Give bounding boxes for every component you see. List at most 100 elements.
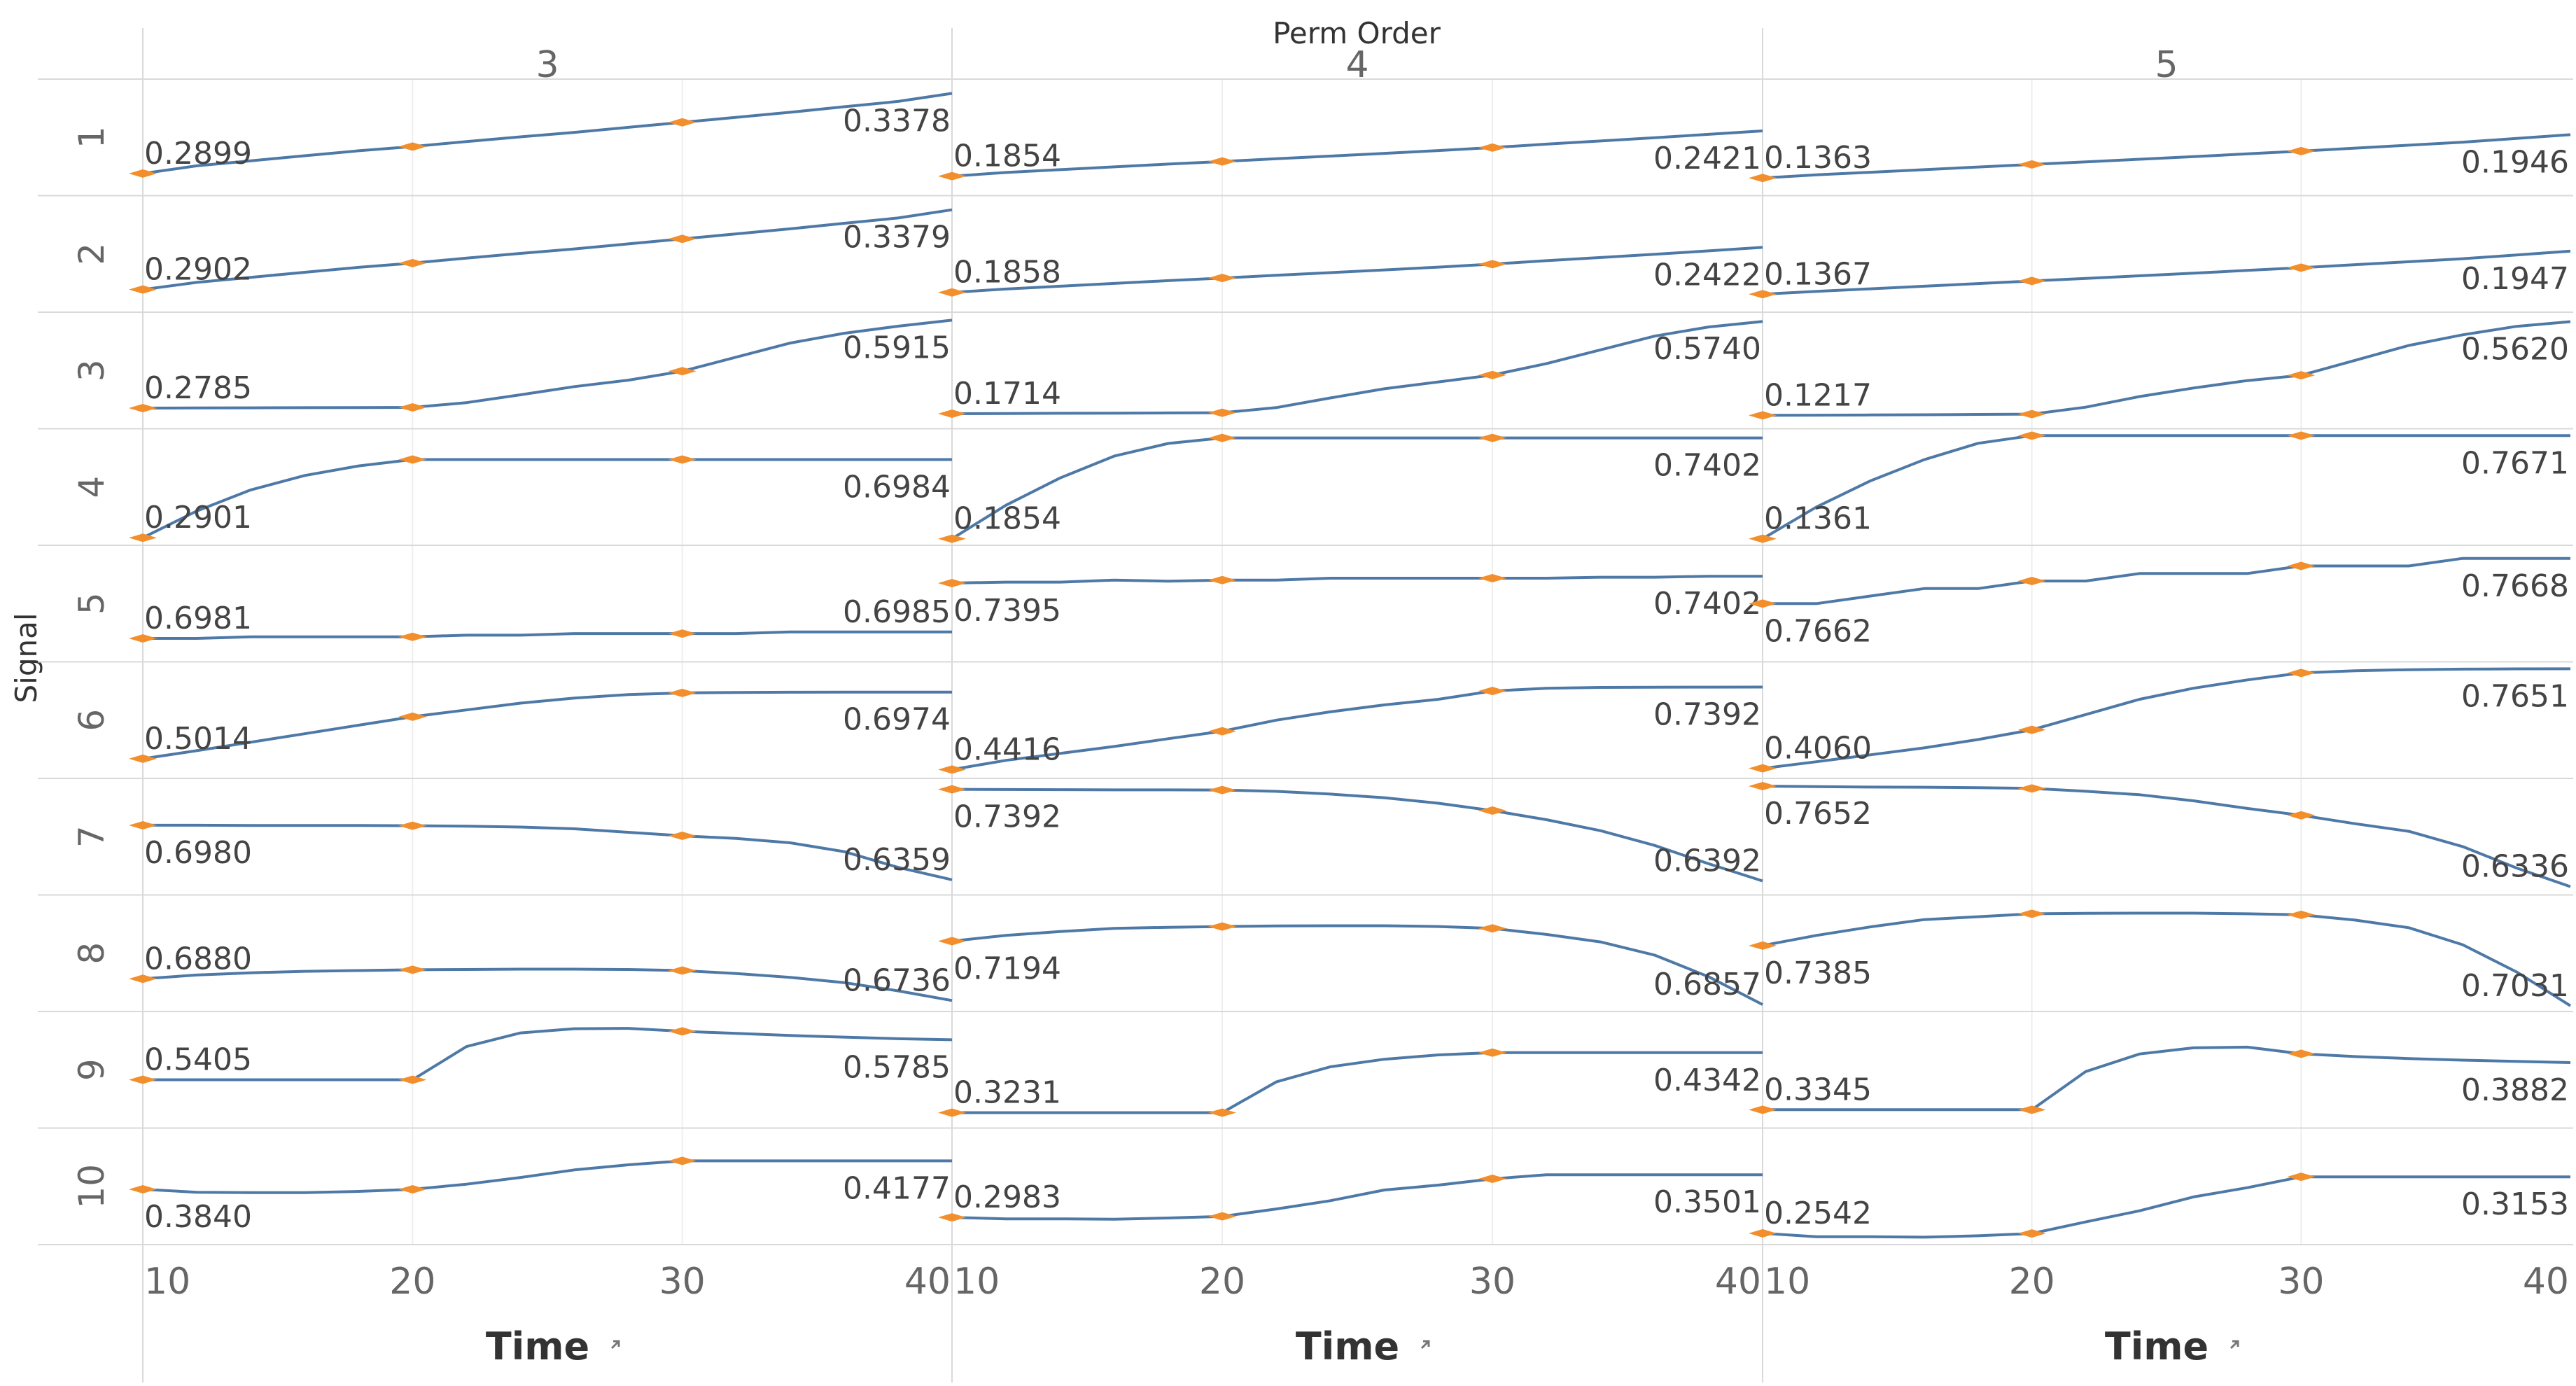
end-value-label: 0.3379 bbox=[843, 220, 951, 255]
data-point-marker bbox=[1749, 599, 1777, 608]
data-point-marker bbox=[398, 1184, 427, 1194]
end-value-label: 0.1946 bbox=[2461, 144, 2569, 180]
start-value-label: 0.6980 bbox=[144, 835, 252, 871]
data-point-marker bbox=[2287, 910, 2316, 919]
start-value-label: 0.1367 bbox=[1764, 256, 1872, 292]
start-value-label: 0.7392 bbox=[953, 799, 1061, 835]
series-line bbox=[1763, 556, 2570, 606]
data-point-marker bbox=[129, 533, 157, 542]
x-tick-label: 20 bbox=[1199, 1261, 1245, 1303]
data-point-marker bbox=[129, 169, 157, 178]
end-value-label: 0.7671 bbox=[2461, 445, 2569, 481]
x-axis-title: Time bbox=[486, 1324, 589, 1368]
data-point-marker bbox=[398, 965, 427, 974]
series-line bbox=[1762, 1175, 2570, 1239]
series-line bbox=[951, 685, 1763, 771]
series-line bbox=[142, 1159, 952, 1194]
data-point-marker bbox=[129, 754, 157, 763]
data-point-marker bbox=[668, 966, 696, 975]
data-point-marker bbox=[129, 1075, 157, 1084]
start-value-label: 0.7395 bbox=[953, 593, 1061, 629]
end-value-label: 0.3882 bbox=[2461, 1072, 2569, 1108]
data-point-marker bbox=[668, 629, 696, 638]
data-point-marker bbox=[1208, 785, 1236, 794]
data-point-marker bbox=[1208, 433, 1236, 442]
end-value-label: 0.6336 bbox=[2461, 849, 2569, 885]
data-point-marker bbox=[2287, 146, 2316, 155]
series-line bbox=[951, 1173, 1763, 1221]
data-point-marker bbox=[938, 765, 966, 774]
data-point-marker bbox=[938, 409, 966, 418]
data-point-marker bbox=[2017, 725, 2046, 734]
data-point-marker bbox=[938, 1213, 966, 1222]
start-value-label: 0.2901 bbox=[144, 500, 252, 536]
series-line bbox=[1763, 1045, 2571, 1112]
data-point-marker bbox=[938, 534, 966, 543]
start-value-label: 0.1714 bbox=[953, 376, 1061, 412]
sort-arrow-icon bbox=[1420, 1340, 1430, 1350]
data-point-marker bbox=[1208, 274, 1236, 283]
start-value-label: 0.4060 bbox=[1764, 731, 1872, 766]
data-point-marker bbox=[398, 712, 427, 721]
data-point-marker bbox=[668, 234, 696, 244]
end-value-label: 0.7402 bbox=[1653, 586, 1761, 622]
data-point-marker bbox=[1749, 411, 1777, 420]
row-header: 8 bbox=[71, 942, 112, 965]
start-value-label: 0.2902 bbox=[144, 252, 252, 288]
series-line bbox=[951, 130, 1763, 178]
data-point-marker bbox=[2017, 1229, 2046, 1238]
data-point-marker bbox=[1478, 687, 1506, 696]
start-value-label: 0.1217 bbox=[1764, 377, 1872, 413]
end-value-label: 0.5620 bbox=[2461, 331, 2569, 367]
data-point-marker bbox=[1478, 574, 1506, 583]
end-value-label: 0.4177 bbox=[843, 1170, 951, 1206]
end-value-label: 0.6985 bbox=[843, 594, 951, 630]
end-value-label: 0.7392 bbox=[1653, 697, 1761, 733]
series-line bbox=[951, 320, 1763, 415]
data-point-marker bbox=[1749, 1105, 1777, 1114]
row-header: 4 bbox=[71, 476, 112, 498]
x-tick-label: 40 bbox=[904, 1261, 951, 1303]
data-point-marker bbox=[398, 632, 427, 641]
data-point-marker bbox=[1749, 534, 1777, 543]
end-value-label: 0.3501 bbox=[1653, 1184, 1761, 1220]
data-point-marker bbox=[2287, 1049, 2316, 1058]
data-point-marker bbox=[129, 1184, 157, 1194]
x-tick-label: 30 bbox=[1469, 1261, 1516, 1303]
data-point-marker bbox=[668, 118, 696, 127]
chart-title: Perm Order bbox=[1273, 16, 1441, 50]
data-point-marker bbox=[1478, 143, 1506, 152]
data-point-marker bbox=[938, 1108, 966, 1117]
data-point-marker bbox=[1208, 157, 1236, 166]
start-value-label: 0.7662 bbox=[1764, 613, 1872, 649]
data-point-marker bbox=[1478, 260, 1506, 269]
x-tick-label: 10 bbox=[953, 1261, 1000, 1303]
end-value-label: 0.6392 bbox=[1653, 843, 1761, 878]
data-point-marker bbox=[1478, 924, 1506, 933]
end-value-label: 0.6736 bbox=[843, 962, 951, 998]
start-value-label: 0.1363 bbox=[1764, 140, 1872, 176]
x-tick-label: 30 bbox=[659, 1261, 706, 1303]
end-value-label: 0.6359 bbox=[843, 842, 951, 878]
start-value-label: 0.3840 bbox=[144, 1199, 252, 1235]
data-point-marker bbox=[129, 404, 157, 413]
end-value-label: 0.3378 bbox=[843, 103, 951, 139]
start-value-label: 0.1361 bbox=[1764, 501, 1872, 537]
data-point-marker bbox=[2017, 160, 2046, 169]
start-value-label: 0.2785 bbox=[144, 370, 252, 406]
series-line bbox=[142, 690, 953, 760]
start-value-label: 0.1854 bbox=[953, 501, 1061, 537]
data-point-marker bbox=[129, 820, 157, 830]
series-line bbox=[142, 967, 953, 1002]
series-line bbox=[1762, 667, 2571, 770]
data-point-marker bbox=[1478, 433, 1506, 442]
row-header: 2 bbox=[71, 243, 112, 265]
data-point-marker bbox=[398, 258, 427, 267]
plot-area: 3 4 5123456789100.28990.33780.29020.33790.… bbox=[38, 28, 2573, 1382]
start-value-label: 0.2983 bbox=[953, 1180, 1061, 1215]
data-point-marker bbox=[1749, 764, 1777, 773]
data-point-marker bbox=[668, 1156, 696, 1166]
start-value-label: 0.7385 bbox=[1764, 955, 1872, 991]
data-point-marker bbox=[938, 937, 966, 946]
data-point-marker bbox=[398, 821, 427, 830]
